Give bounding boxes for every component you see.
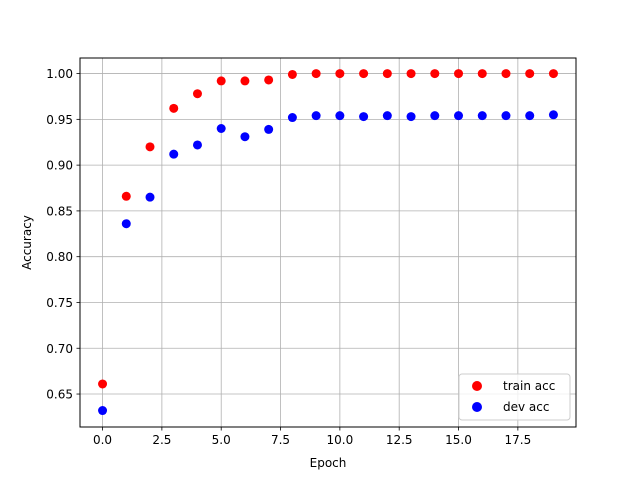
train-acc-point <box>359 69 369 79</box>
train-acc-point <box>169 103 179 113</box>
dev-acc-point <box>359 112 369 122</box>
train-acc-point <box>525 69 535 79</box>
train-acc-point <box>264 75 274 85</box>
train-acc-point <box>311 69 321 79</box>
dev-acc-point <box>311 111 321 121</box>
legend-box <box>458 373 571 421</box>
train-acc-point <box>240 76 250 86</box>
train-acc-point <box>477 69 487 79</box>
dev-acc-point <box>216 124 226 134</box>
legend: train acc dev acc <box>458 373 571 421</box>
legend-marker-dev <box>472 402 482 412</box>
y-tick-label: 0.80 <box>46 250 73 264</box>
y-axis-label: Accuracy <box>20 215 34 270</box>
legend-label-dev: dev acc <box>503 400 549 414</box>
train-acc-point <box>430 69 440 79</box>
train-acc-point <box>121 191 131 201</box>
data-points <box>98 69 558 416</box>
dev-acc-point <box>98 406 108 416</box>
train-acc-point <box>192 89 202 99</box>
dev-acc-point <box>335 111 345 121</box>
train-acc-point <box>454 69 464 79</box>
train-acc-point <box>98 379 108 389</box>
dev-acc-point <box>169 149 179 159</box>
dev-acc-point <box>192 140 202 150</box>
dev-acc-point <box>264 124 274 134</box>
dev-acc-point <box>287 113 297 123</box>
x-tick-label: 0.0 <box>93 433 112 447</box>
x-tick-label: 12.5 <box>386 433 413 447</box>
x-tick-label: 17.5 <box>504 433 531 447</box>
dev-acc-point <box>454 111 464 121</box>
x-tick-label: 2.5 <box>152 433 171 447</box>
train-acc-point <box>501 69 511 79</box>
dev-acc-point <box>477 111 487 121</box>
legend-marker-train <box>472 381 482 391</box>
y-tick-label: 0.90 <box>46 159 73 173</box>
train-acc-point <box>335 69 345 79</box>
x-tick-label: 10.0 <box>327 433 354 447</box>
train-acc-point <box>406 69 416 79</box>
dev-acc-point <box>240 132 250 142</box>
legend-label-train: train acc <box>503 379 555 393</box>
dev-acc-point <box>548 110 558 120</box>
train-acc-point <box>382 69 392 79</box>
dev-acc-point <box>406 112 416 122</box>
dev-acc-point <box>525 111 535 121</box>
dev-acc-point <box>121 219 131 229</box>
y-tick-label: 0.70 <box>46 342 73 356</box>
y-tick-label: 0.95 <box>46 113 73 127</box>
x-axis-label: Epoch <box>310 456 347 470</box>
dev-acc-point <box>430 111 440 121</box>
dev-acc-point <box>382 111 392 121</box>
dev-acc-point <box>501 111 511 121</box>
x-tick-label: 7.5 <box>271 433 290 447</box>
train-acc-point <box>548 69 558 79</box>
grid <box>80 58 576 427</box>
y-tick-label: 0.85 <box>46 204 73 218</box>
axis-ticks: 0.0 2.5 5.0 7.5 10.0 12.5 15.0 17.5 0.65 0.70 0.75… <box>46 67 531 447</box>
plot-frame <box>79 57 577 428</box>
train-acc-point <box>287 69 297 79</box>
dev-acc-point <box>145 192 155 202</box>
y-tick-label: 1.00 <box>46 67 73 81</box>
train-acc-point <box>145 142 155 152</box>
y-tick-label: 0.75 <box>46 296 73 310</box>
x-tick-label: 15.0 <box>445 433 472 447</box>
train-acc-point <box>216 76 226 86</box>
x-tick-label: 5.0 <box>212 433 231 447</box>
y-tick-label: 0.65 <box>46 388 73 402</box>
